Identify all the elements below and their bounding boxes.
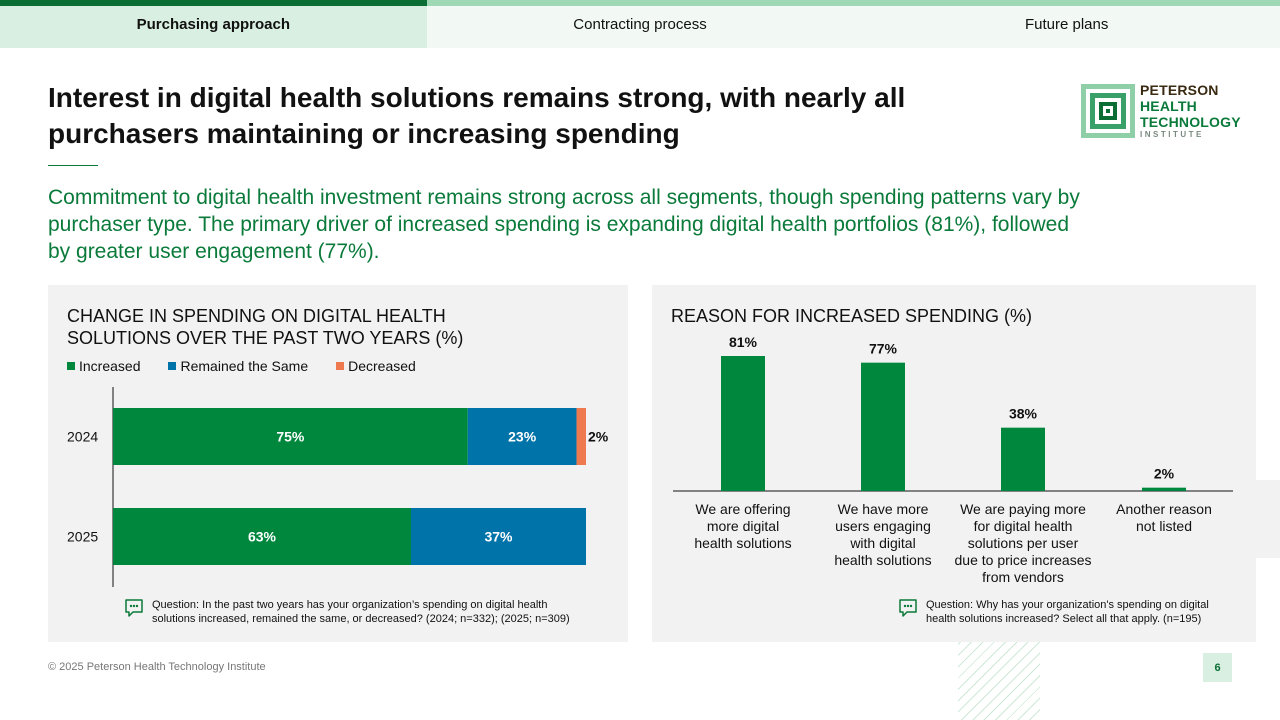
comment-icon — [125, 599, 143, 617]
logo-mark-icon — [1081, 84, 1135, 138]
category-label: not listed — [1136, 518, 1192, 534]
category-label: We are offering — [695, 501, 790, 517]
legend-increased: Increased — [67, 358, 140, 374]
bar-segment — [467, 408, 577, 465]
data-label: 81% — [729, 334, 758, 350]
spending-change-panel: CHANGE IN SPENDING ON DIGITAL HEALTH SOL… — [48, 285, 628, 642]
category-label: 2025 — [67, 529, 98, 545]
logo-line-2: HEALTH — [1140, 98, 1197, 114]
category-label: We are paying more — [960, 501, 1086, 517]
comment-icon — [899, 599, 917, 617]
data-label: 2% — [1154, 466, 1175, 482]
logo-line-3: TECHNOLOGY — [1140, 114, 1241, 130]
bar-segment — [113, 508, 411, 565]
spending-reason-panel: REASON FOR INCREASED SPENDING (%) 81% We … — [652, 285, 1256, 642]
tab-purchasing-approach[interactable]: Purchasing approach — [0, 0, 427, 48]
bar — [1001, 427, 1045, 491]
decorative-hatch — [958, 642, 1040, 720]
category-label: with digital — [849, 535, 915, 551]
data-label: 75% — [276, 429, 305, 445]
tab-future-plans[interactable]: Future plans — [853, 0, 1280, 48]
bar-segment — [576, 408, 586, 465]
page-number: 6 — [1203, 653, 1232, 682]
bar-segment — [410, 508, 586, 565]
side-tab — [1256, 480, 1280, 558]
category-label: 2024 — [67, 429, 98, 445]
category-label: for digital health — [974, 518, 1073, 534]
left-question-note: Question: In the past two years has your… — [124, 598, 570, 626]
data-label: 37% — [484, 529, 513, 545]
bar-segment — [113, 408, 468, 465]
data-label: 2% — [588, 429, 609, 445]
category-label: more digital — [707, 518, 779, 534]
tab-contracting-process[interactable]: Contracting process — [426, 0, 854, 48]
category-label: Another reason — [1116, 501, 1212, 517]
page-title: Interest in digital health solutions rem… — [48, 82, 906, 149]
spending-reason-title: REASON FOR INCREASED SPENDING (%) — [671, 306, 1033, 326]
data-label: 23% — [508, 429, 537, 445]
bar — [861, 362, 905, 491]
category-label: due to price increases — [955, 552, 1092, 568]
section-tabs: Purchasing approach Contracting process … — [0, 0, 1280, 48]
spending-legend: Increased Remained the Same Decreased — [67, 358, 444, 374]
bar — [1142, 487, 1186, 491]
bar — [721, 356, 765, 491]
peterson-logo: PETERSON HEALTH TECHNOLOGY INSTITUTE — [1080, 82, 1250, 142]
category-label: from vendors — [982, 569, 1064, 585]
logo-line-4: INSTITUTE — [1140, 130, 1204, 139]
logo-line-1: PETERSON — [1140, 82, 1219, 98]
legend-decreased: Decreased — [336, 358, 416, 374]
category-label: health solutions — [834, 552, 931, 568]
legend-remained-same: Remained the Same — [168, 358, 308, 374]
right-question-note: Question: Why has your organization's sp… — [898, 598, 1209, 626]
title-divider — [48, 165, 98, 166]
data-label: 63% — [248, 529, 277, 545]
category-label: solutions per user — [968, 535, 1079, 551]
category-label: users engaging — [835, 518, 931, 534]
category-label: health solutions — [694, 535, 791, 551]
data-label: 77% — [869, 341, 898, 357]
spending-change-title: CHANGE IN SPENDING ON DIGITAL HEALTH SOL… — [67, 306, 464, 348]
copyright-footer: © 2025 Peterson Health Technology Instit… — [48, 661, 266, 673]
page-subtitle: Commitment to digital health investment … — [48, 186, 1080, 263]
category-label: We have more — [838, 501, 929, 517]
spending-change-chart: 2024 75% 23% 2% 2025 63% 37% — [67, 387, 609, 587]
data-label: 38% — [1009, 406, 1038, 422]
